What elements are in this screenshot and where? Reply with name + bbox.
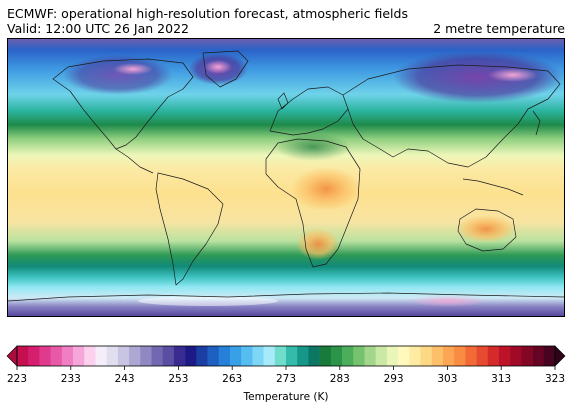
- colorbar-swatch: [409, 346, 421, 366]
- colorbar-swatch: [196, 346, 208, 366]
- colorbar-swatch: [521, 346, 533, 366]
- alaska-pink: [113, 63, 153, 75]
- colorbar-tick-label: 323: [545, 373, 565, 385]
- colorbar-swatch: [353, 346, 365, 366]
- colorbar-tick-label: 223: [7, 373, 27, 385]
- colorbar-swatch: [543, 346, 556, 366]
- colorbar-swatch: [510, 346, 522, 366]
- colorbar-swatch: [330, 346, 343, 366]
- colorbar-swatch: [39, 346, 51, 366]
- canada-cold: [63, 55, 173, 95]
- colorbar-swatch: [532, 346, 545, 366]
- australia-hot: [456, 215, 516, 243]
- antarctic-white: [138, 296, 278, 306]
- colorbar-swatch: [263, 346, 276, 366]
- parameter-name: 2 metre temperature: [433, 21, 565, 36]
- asia-pink: [488, 68, 538, 82]
- colorbar-swatch: [61, 346, 74, 366]
- colorbar-tick-label: 253: [168, 373, 188, 385]
- siberia-cold: [393, 51, 563, 103]
- colorbar-swatch: [84, 346, 96, 366]
- colorbar-swatch: [252, 346, 264, 366]
- colorbar-tick-label: 313: [491, 373, 511, 385]
- colorbar-swatch: [50, 346, 63, 366]
- coastlines: [8, 50, 564, 302]
- indonesia-coast: [462, 178, 524, 196]
- colorbar-tick-label: 293: [384, 373, 404, 385]
- colorbar-tick-label: 263: [222, 373, 242, 385]
- japan-coast: [532, 110, 541, 136]
- colorbar-swatch: [17, 346, 29, 366]
- colorbar-swatch: [129, 346, 141, 366]
- colorbar-swatch: [162, 346, 175, 366]
- colorbar-swatch: [218, 346, 231, 366]
- europe-coast: [269, 86, 349, 136]
- colorbar-swatch: [95, 346, 107, 366]
- colorbar-swatch: [274, 346, 287, 366]
- greenland-pink: [204, 60, 232, 74]
- asia-coast: [342, 64, 561, 168]
- central-america-coast: [115, 148, 154, 174]
- world-map: [7, 38, 565, 317]
- colorbar-tick-label: 243: [115, 373, 135, 385]
- colorbar-swatch: [117, 346, 130, 366]
- colorbar-swatches: [17, 346, 556, 366]
- colorbar-tick-label: 273: [276, 373, 296, 385]
- colorbar-under-triangle: [6, 345, 18, 367]
- colorbar-swatch: [151, 346, 164, 366]
- colorbar-swatch: [106, 346, 119, 366]
- colorbar-swatch: [487, 346, 500, 366]
- colorbar-label: Temperature (K): [243, 391, 329, 403]
- colorbar-swatch: [319, 346, 332, 366]
- colorbar-swatch: [207, 346, 220, 366]
- colorbar-swatch: [185, 346, 197, 366]
- colorbar-swatch: [420, 346, 433, 366]
- colorbar-swatch: [375, 346, 388, 366]
- south-america-coast: [155, 172, 224, 286]
- colorbar-swatch: [498, 346, 511, 366]
- colorbar-swatch: [454, 346, 466, 366]
- temperature-field: [8, 39, 564, 316]
- colorbar-swatch: [398, 346, 410, 366]
- colorbar-swatch: [229, 346, 242, 366]
- colorbar-swatch: [386, 346, 399, 366]
- africa-coast: [265, 138, 361, 268]
- colorbar-swatch: [28, 346, 40, 366]
- colorbar-swatch: [241, 346, 253, 366]
- colorbar-swatch: [173, 346, 186, 366]
- valid-time: Valid: 12:00 UTC 26 Jan 2022: [7, 21, 189, 36]
- colorbar-over-triangle: [554, 345, 566, 367]
- colorbar-tick-label: 233: [61, 373, 81, 385]
- colorbar-swatch: [308, 346, 320, 366]
- map-title: ECMWF: operational high-resolution forec…: [7, 6, 408, 21]
- australia-coast: [457, 208, 517, 252]
- colorbar-swatch: [465, 346, 477, 366]
- colorbar-swatch: [297, 346, 309, 366]
- colorbar-tick-label: 303: [437, 373, 457, 385]
- colorbar-swatch: [431, 346, 444, 366]
- colorbar-tick-label: 283: [330, 373, 350, 385]
- colorbar-ticks: 223 233 243 253 263 273 283 293 303 313 323: [7, 366, 565, 385]
- colorbar-swatch: [364, 346, 376, 366]
- colorbar: 223 233 243 253 263 273 283 293 303 313 323 Temper…: [6, 345, 566, 403]
- colorbar-swatch: [286, 346, 298, 366]
- greenland-coast: [202, 50, 249, 88]
- sahara-green: [275, 133, 351, 161]
- colorbar-swatch: [73, 346, 85, 366]
- north-america-coast: [52, 58, 194, 150]
- central-africa-hot: [291, 167, 361, 211]
- antarctica-coast: [8, 292, 564, 302]
- uk-coast: [277, 92, 289, 110]
- colorbar-swatch: [476, 346, 489, 366]
- antarctic-pink: [408, 295, 488, 307]
- colorbar-swatch: [442, 346, 455, 366]
- colorbar-swatch: [342, 346, 354, 366]
- colorbar-swatch: [140, 346, 152, 366]
